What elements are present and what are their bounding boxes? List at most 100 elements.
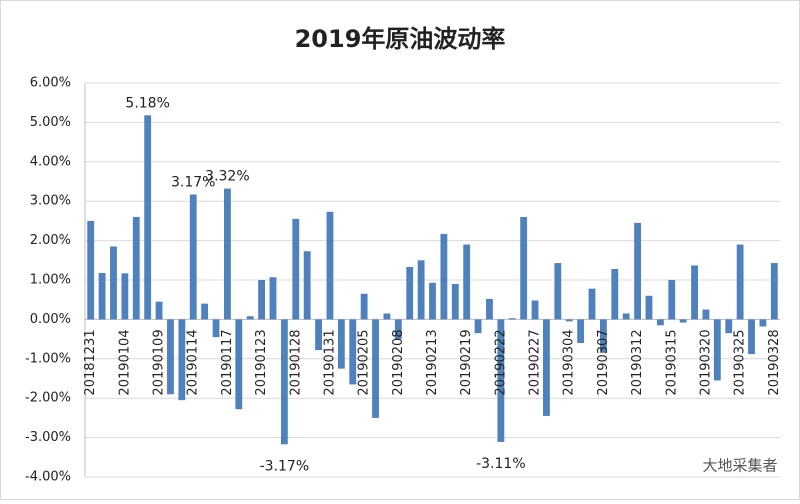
y-tick-label: 3.00% — [30, 194, 71, 209]
bar — [599, 319, 607, 353]
bar — [770, 263, 778, 320]
bar — [383, 313, 391, 320]
bar — [110, 246, 117, 320]
bar — [394, 319, 402, 340]
data-label: -3.11% — [476, 456, 526, 472]
bar — [246, 316, 254, 320]
x-tick-label: 20190128 — [288, 329, 303, 395]
bar — [292, 218, 300, 320]
bar — [508, 318, 516, 320]
bar — [280, 319, 288, 445]
data-label: 3.17% — [171, 175, 215, 191]
bar — [679, 319, 687, 323]
bar — [486, 298, 493, 320]
x-tick-label: 20190320 — [698, 329, 713, 395]
bar — [87, 220, 95, 320]
x-tick-label: 20190123 — [254, 329, 269, 395]
y-tick-label: -4.00% — [25, 470, 71, 485]
bar — [235, 319, 243, 410]
y-tick-label: 1.00% — [30, 273, 71, 288]
bar — [668, 280, 676, 320]
bar — [759, 319, 767, 327]
y-tick-label: -2.00% — [25, 391, 71, 406]
x-tick-label: 20190307 — [596, 329, 611, 395]
bar — [155, 301, 163, 320]
y-tick-label: 6.00% — [30, 76, 71, 91]
bar — [554, 263, 562, 320]
bar — [132, 216, 140, 320]
bar — [565, 319, 573, 322]
x-tick-label: 20190109 — [152, 329, 167, 395]
x-tick-label: 20190213 — [425, 329, 440, 395]
bar — [691, 265, 698, 320]
bar — [201, 303, 209, 320]
bar — [440, 233, 448, 320]
bar — [451, 283, 459, 320]
x-tick-label: 20190312 — [630, 329, 645, 395]
bar — [349, 319, 357, 385]
bar — [269, 277, 277, 320]
bar — [224, 188, 231, 320]
bar — [144, 115, 152, 320]
bar — [258, 280, 266, 320]
bar — [417, 260, 425, 320]
bar — [634, 222, 641, 320]
bar — [212, 319, 220, 338]
bar — [713, 319, 721, 381]
data-label: 3.32% — [205, 169, 249, 185]
y-tick-label: 5.00% — [30, 115, 71, 130]
watermark: 大地采集者 — [702, 457, 777, 475]
bar — [315, 319, 322, 351]
data-label: 5.18% — [125, 95, 169, 111]
x-tick-label: 20190328 — [767, 329, 782, 395]
y-tick-label: -1.00% — [25, 351, 71, 366]
x-tick-label: 20190114 — [186, 329, 201, 395]
bar — [531, 300, 539, 320]
x-tick-label: 20190219 — [459, 329, 474, 395]
bar — [622, 313, 630, 320]
bar — [98, 272, 106, 320]
bar — [725, 319, 733, 334]
bar — [577, 319, 585, 344]
bar — [702, 309, 710, 320]
x-tick-label: 20190131 — [322, 329, 337, 395]
bar — [748, 319, 755, 355]
y-tick-label: 0.00% — [30, 312, 71, 327]
bar — [656, 319, 664, 326]
x-tick-label: 20190205 — [357, 329, 372, 395]
bar — [326, 211, 334, 320]
x-tick-label: 20190104 — [117, 329, 132, 395]
x-tick-label: 20190222 — [493, 329, 508, 395]
chart-title: 2019年原油波动率 — [295, 25, 506, 53]
x-tick-label: 20190304 — [562, 329, 577, 395]
x-tick-label: 20181231 — [83, 329, 98, 395]
y-tick-label: -3.00% — [25, 430, 71, 445]
bar — [543, 319, 550, 416]
x-tick-label: 20190227 — [528, 329, 543, 395]
bar — [360, 293, 368, 320]
bar — [167, 319, 174, 395]
bar — [645, 295, 653, 320]
x-tick-label: 20190315 — [664, 329, 679, 395]
bar — [372, 319, 379, 418]
bar — [463, 244, 471, 320]
bar — [611, 268, 619, 320]
x-tick-label: 20190208 — [391, 329, 406, 395]
x-tick-label: 20190117 — [220, 329, 235, 395]
bar — [121, 273, 129, 320]
bar — [588, 288, 596, 320]
bar — [406, 266, 414, 320]
bar — [474, 319, 482, 334]
x-tick-label: 20190325 — [733, 329, 748, 395]
bar — [303, 251, 311, 320]
data-label: -3.17% — [260, 458, 310, 474]
bar — [189, 194, 197, 320]
bar — [736, 244, 744, 320]
bar — [178, 319, 186, 401]
bar — [429, 282, 436, 320]
bar — [520, 216, 528, 320]
bar — [337, 319, 345, 369]
bar — [497, 319, 505, 442]
